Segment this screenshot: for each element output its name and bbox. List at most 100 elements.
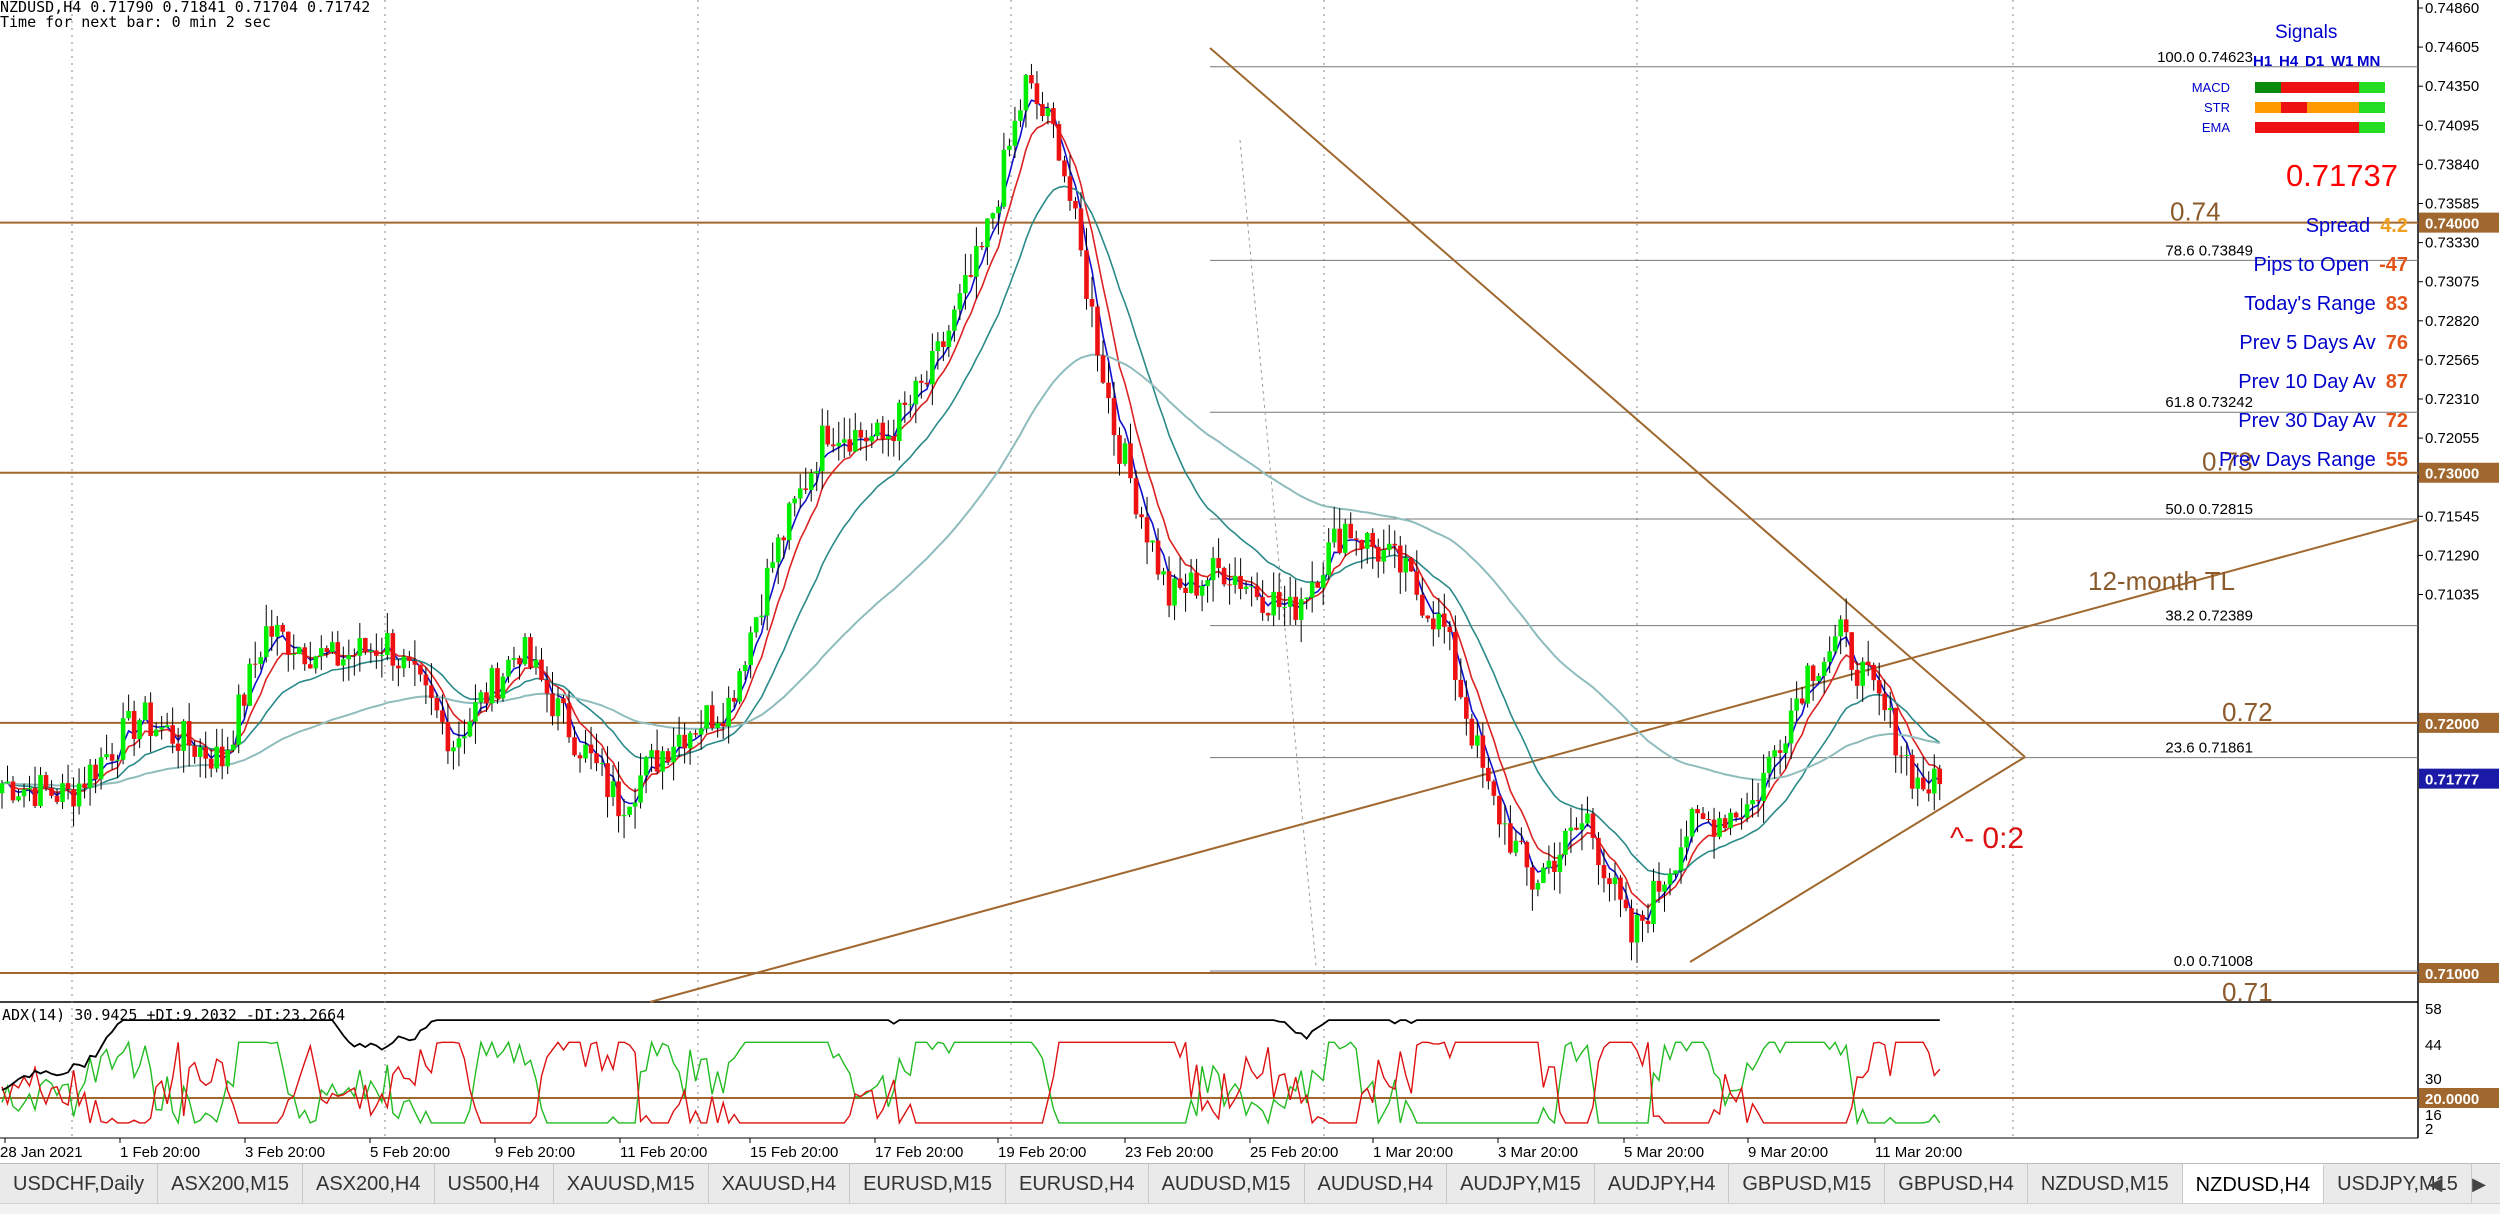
candle-body [467,721,473,737]
candle-body [1447,626,1453,633]
candle-body [1023,75,1029,111]
candle-body [1419,594,1425,616]
candle-body [830,444,836,447]
candle-body [153,729,159,736]
candle-body [1337,528,1343,553]
candle-body [495,668,500,699]
candle-body [1689,809,1695,837]
candle-body [1062,160,1067,177]
tab-usdchf-daily[interactable]: USDCHF,Daily [0,1164,159,1204]
candle-body [1431,618,1436,630]
candle-body [698,728,704,735]
candle-body [511,657,517,660]
candle-body [1001,149,1007,207]
tab-prev-icon[interactable]: ◀ [2428,1173,2443,1194]
tab-audjpy-h4[interactable]: AUDJPY,H4 [1595,1164,1730,1204]
tab-eurusd-m15[interactable]: EURUSD,M15 [850,1164,1006,1204]
candle-body [1464,697,1469,719]
candle-body [1106,382,1111,399]
candle-body [1188,572,1194,593]
candle-body [445,721,451,752]
candle-body [379,655,385,657]
candle-body [643,757,649,776]
candle-body [737,671,742,702]
price-tick-label: 0.74095 [2425,117,2479,134]
candle-body [1078,208,1084,251]
tab-next-icon[interactable]: ▶ [2472,1173,2486,1194]
price-marker-label: 0.72000 [2425,716,2479,733]
candle-body [1722,818,1728,829]
candle-body [269,626,275,637]
candle-body [1260,597,1265,613]
candle-body [1034,83,1040,105]
candle-body [285,631,291,655]
candle-body [1519,840,1524,842]
time-tick-label: 25 Feb 20:00 [1250,1144,1338,1161]
candle-body [1150,540,1155,543]
candle-body [1271,591,1276,616]
candle-body [1585,813,1590,824]
stat-label: Prev 30 Day Av [2238,410,2376,432]
candle-body [1860,661,1865,686]
tab-nzdusd-m15[interactable]: NZDUSD,M15 [2028,1164,2183,1204]
candle-body [186,721,192,746]
signal-indicator [2281,82,2307,93]
candle-body [506,659,511,677]
price-chart[interactable]: 0.74 0.73 0.72 0.71 100.0 0.74623 78.6 0.738… [0,0,2500,1163]
candle-body [1788,710,1794,744]
tab-xauusd-m15[interactable]: XAUUSD,M15 [554,1164,709,1204]
time-tick-label: 17 Feb 20:00 [875,1144,963,1161]
candle-body [32,787,38,807]
candle-body [473,702,478,722]
candle-body [1469,718,1475,746]
candle-body [38,775,43,807]
candle-body [869,436,875,442]
candle-body [1876,680,1882,694]
tab-audjpy-m15[interactable]: AUDJPY,M15 [1447,1164,1595,1204]
candle-body [1100,355,1106,383]
candle-body [1612,877,1618,885]
candle-body [1508,823,1513,853]
tab-nzdusd-h4[interactable]: NZDUSD,H4 [2182,1164,2325,1204]
candle-body [968,275,974,277]
price-marker-label: 0.73000 [2425,466,2479,483]
ema-mid-line [1,120,1941,909]
signals-col-d1: D1 [2305,53,2325,70]
tab-audusd-h4[interactable]: AUDUSD,H4 [1305,1164,1448,1204]
tab-asx200-h4[interactable]: ASX200,H4 [303,1164,435,1204]
candle-body [979,246,985,248]
candle-body [577,755,583,759]
candle-body [263,626,269,658]
tab-gbpusd-m15[interactable]: GBPUSD,M15 [1729,1164,1886,1204]
tab-us500-h4[interactable]: US500,H4 [435,1164,554,1204]
price-tick-label: 0.73840 [2425,156,2479,173]
tab-audusd-m15[interactable]: AUDUSD,M15 [1149,1164,1305,1204]
candle-body [296,647,302,654]
candle-body [1425,615,1431,619]
tab-xauusd-h4[interactable]: XAUUSD,H4 [709,1164,851,1204]
candle-body [797,488,803,499]
candle-body [1629,908,1634,943]
candle-body [390,633,396,666]
tab-usdjpy-m15[interactable]: USDJPY,M15 [2324,1164,2472,1204]
candle-body [175,743,181,751]
candle-body [1480,735,1486,768]
candle-body [291,653,297,655]
candle-body [594,753,599,764]
candle-body [1414,571,1420,595]
tab-asx200-m15[interactable]: ASX200,M15 [158,1164,303,1204]
candle-body [1574,827,1579,830]
candle-body [792,498,798,504]
trendline-upper [1209,47,2026,758]
tab-gbpusd-h4[interactable]: GBPUSD,H4 [1885,1164,2028,1204]
candle-body [1898,755,1904,757]
price-marker-label: 0.74000 [2425,216,2479,233]
candle-body [1442,613,1447,627]
candle-body [1051,108,1056,125]
bid-price: 0.71737 [2285,158,2398,193]
tab-eurusd-h4[interactable]: EURUSD,H4 [1006,1164,1149,1204]
signal-indicator [2255,122,2281,133]
chart-title: NZDUSD,H4 0.71790 0.71841 0.71704 0.7174… [0,0,371,16]
candle-body [396,665,401,669]
candle-body [1684,836,1689,848]
